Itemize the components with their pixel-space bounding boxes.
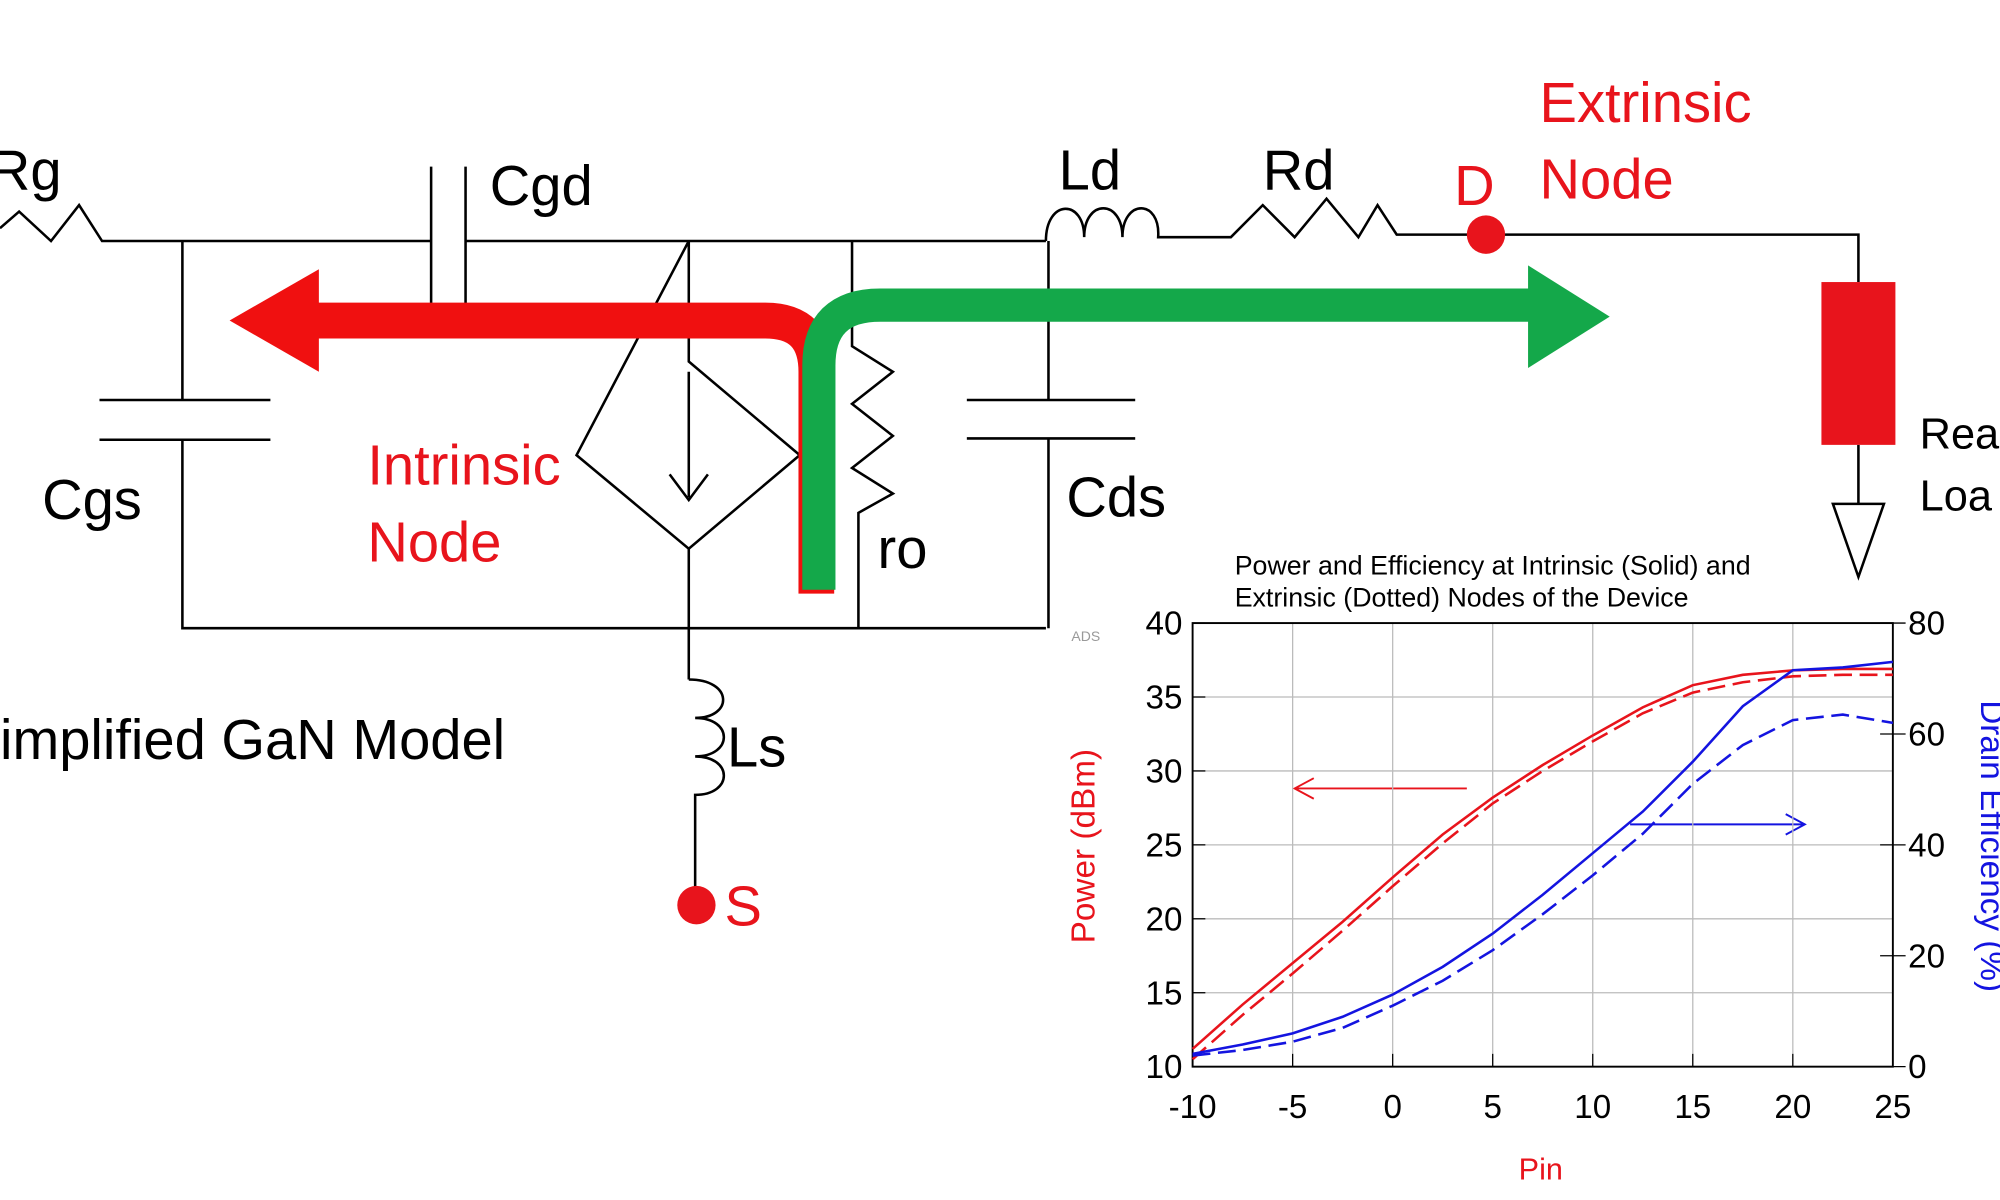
y2-axis-label: Drain Efficiency (%) bbox=[1973, 700, 2000, 992]
wire bbox=[0, 202, 1046, 243]
x-tick-label: 15 bbox=[1674, 1089, 1711, 1126]
chart-title: Extrinsic (Dotted) Nodes of the Device bbox=[1235, 582, 1689, 612]
label-cgd: Cgd bbox=[490, 154, 593, 217]
label-intrinsic: Node bbox=[367, 510, 501, 573]
label-d: D bbox=[1454, 154, 1495, 217]
current-source bbox=[574, 240, 802, 680]
y2-tick-label: 0 bbox=[1908, 1049, 1926, 1086]
y2-tick-label: 60 bbox=[1908, 716, 1945, 753]
x-tick-label: 10 bbox=[1574, 1089, 1611, 1126]
x-tick-label: -5 bbox=[1278, 1089, 1307, 1126]
label-intrinsic: Intrinsic bbox=[367, 433, 560, 496]
label-ro: ro bbox=[878, 517, 928, 580]
y-tick-label: 20 bbox=[1146, 901, 1183, 938]
arrow-head bbox=[1528, 265, 1610, 368]
arrow-head bbox=[229, 269, 319, 372]
annotation-arrow bbox=[1292, 777, 1467, 800]
x-tick-label: 25 bbox=[1874, 1089, 1911, 1126]
capacitor-cgd bbox=[429, 166, 467, 308]
label-ls: Ls bbox=[727, 716, 786, 779]
plot-frame bbox=[1191, 622, 1894, 1068]
model-name: implified GaN Model bbox=[0, 708, 505, 771]
y-tick-label: 35 bbox=[1146, 679, 1183, 716]
circuit: Rg Cgd Ld Rd D Extrinsic Node Intrinsic … bbox=[0, 71, 2000, 938]
inductor-ls bbox=[688, 678, 725, 906]
y-axis-label: Power (dBm) bbox=[1065, 749, 1102, 943]
label-cgs: Cgs bbox=[42, 468, 142, 531]
label-load: Loa bbox=[1920, 472, 1993, 520]
label-cds: Cds bbox=[1066, 466, 1166, 529]
label-rd: Rd bbox=[1263, 139, 1335, 202]
series-line bbox=[1191, 673, 1893, 1061]
x-tick-label: 5 bbox=[1483, 1089, 1501, 1126]
series-line bbox=[1191, 667, 1893, 1050]
y2-tick-label: 40 bbox=[1908, 827, 1945, 864]
y2-tick-label: 20 bbox=[1908, 938, 1945, 975]
x-tick-label: 0 bbox=[1383, 1089, 1401, 1126]
x-tick-label: -10 bbox=[1169, 1089, 1217, 1126]
y-tick-label: 40 bbox=[1146, 606, 1183, 643]
capacitor-cgs bbox=[99, 241, 1046, 630]
y2-tick-label: 80 bbox=[1908, 606, 1945, 643]
label-extrinsic: Extrinsic bbox=[1540, 71, 1752, 134]
label-extrinsic: Node bbox=[1540, 148, 1674, 211]
annotation-arrow bbox=[1630, 813, 1807, 836]
chart-title: Power and Efficiency at Intrinsic (Solid… bbox=[1235, 550, 1751, 580]
watermark: ADS bbox=[1071, 628, 1100, 644]
y-tick-label: 15 bbox=[1146, 975, 1183, 1012]
y-tick-label: 10 bbox=[1146, 1049, 1183, 1086]
inductor-ld-resistor-rd bbox=[1044, 196, 1860, 504]
y-tick-label: 25 bbox=[1146, 827, 1183, 864]
label-rg: Rg bbox=[0, 139, 62, 202]
x-axis-label: Pin bbox=[1519, 1151, 1563, 1186]
load-resistor bbox=[1821, 282, 1896, 445]
resistor-ro bbox=[849, 241, 896, 629]
drain-node bbox=[1466, 215, 1506, 254]
x-tick-label: 20 bbox=[1774, 1089, 1811, 1126]
series-line bbox=[1192, 713, 1894, 1057]
label-ld: Ld bbox=[1059, 139, 1121, 202]
y-tick-label: 30 bbox=[1146, 753, 1183, 790]
series-line bbox=[1192, 660, 1893, 1056]
source-node bbox=[677, 885, 716, 925]
label-s: S bbox=[724, 875, 761, 938]
chart: Power and Efficiency at Intrinsic (Solid… bbox=[1065, 550, 2000, 1186]
delivered-power-arrow bbox=[802, 288, 1537, 590]
label-load: Rea bbox=[1920, 411, 2000, 459]
ground bbox=[1831, 502, 1886, 581]
